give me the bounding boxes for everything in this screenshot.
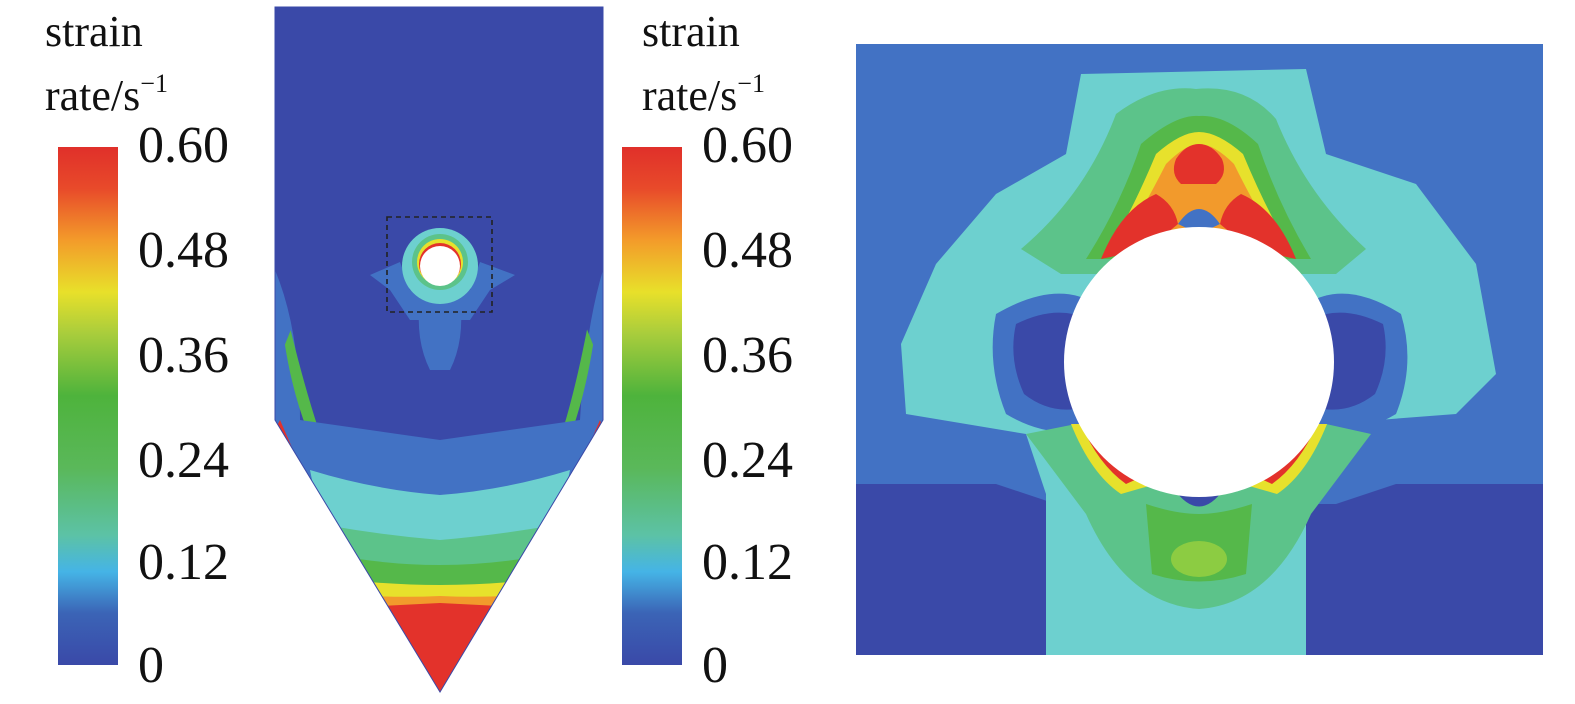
zoomed-obstacle-region (856, 44, 1543, 655)
zoom-obstacle-circle (1064, 227, 1334, 497)
tick-label: 0.48 (702, 222, 793, 279)
obstacle-wings (370, 262, 515, 320)
legend-title-line1: strain (45, 7, 143, 56)
tick-label: 0.36 (138, 327, 229, 384)
tick-label: 0 (138, 637, 164, 694)
zoom-upper-red-right (1220, 194, 1296, 259)
zoom-box (386, 216, 493, 313)
legend-title-unit: rate/s (642, 71, 738, 120)
legend-title-line1: strain (642, 7, 740, 56)
legend-title-unit: rate/s (45, 71, 141, 120)
tick-label: 0.12 (138, 534, 229, 591)
silo-outline (274, 6, 604, 693)
colorbar (622, 147, 682, 665)
right-colorbar-legend: strain rate/s−1 0.60 0.48 0.36 0.24 0.12… (622, 0, 892, 704)
tick-label: 0.60 (702, 117, 793, 174)
colorbar (58, 147, 118, 665)
tick-label: 0 (702, 637, 728, 694)
tick-label: 0.24 (138, 432, 229, 489)
legend-title-line2: rate/s−1 (642, 71, 765, 120)
zoom-upper-red-left (1101, 194, 1178, 259)
silo-flow-field (274, 6, 604, 693)
legend-title-line2: rate/s−1 (45, 71, 168, 120)
left-colorbar-legend: strain rate/s−1 0.60 0.48 0.36 0.24 0.12… (45, 0, 295, 704)
tick-label: 0.24 (702, 432, 793, 489)
zoom-upper-red-top (1173, 144, 1224, 184)
tick-label: 0.12 (702, 534, 793, 591)
obstacle-circle (420, 246, 460, 286)
legend-title-exponent: −1 (737, 69, 765, 98)
legend-title-exponent: −1 (140, 69, 168, 98)
tick-label: 0.60 (138, 117, 229, 174)
zoom-lower-green-core (1171, 541, 1227, 577)
tick-label: 0.48 (138, 222, 229, 279)
tick-label: 0.36 (702, 327, 793, 384)
